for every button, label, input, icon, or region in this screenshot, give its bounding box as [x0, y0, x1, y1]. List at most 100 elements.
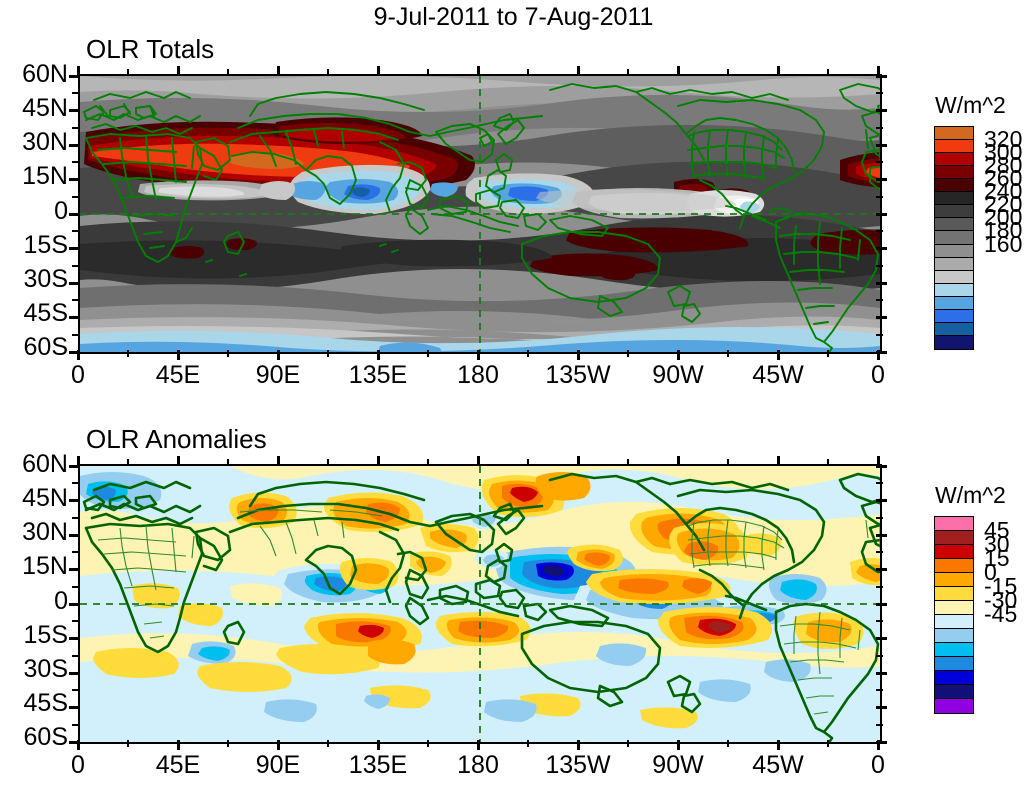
xtick-major: [876, 456, 880, 466]
xtick-minor: [427, 740, 429, 747]
colorbar-tick-label: -30: [984, 587, 1018, 613]
xtick-major: [476, 456, 480, 466]
ytick-minor: [72, 351, 79, 353]
xtick-label-bot-90w: 90W: [652, 751, 704, 779]
ytick-minor: [72, 92, 79, 95]
colorbar-band: [935, 322, 973, 336]
ytick-minor: [72, 620, 79, 623]
ytick-minor: [876, 126, 883, 129]
xtick-major: [376, 350, 380, 360]
xtick-major: [476, 350, 480, 360]
ytick-minor: [876, 706, 883, 709]
panel-title-olr-anomalies: OLR Anomalies: [86, 424, 267, 454]
colorbar-band: [935, 699, 973, 713]
xtick-minor: [827, 69, 829, 76]
colorbar-tick-label: 180: [984, 217, 1023, 244]
xtick-major: [376, 456, 380, 466]
xtick-minor: [427, 69, 429, 76]
ytick-minor: [876, 637, 883, 640]
ytick-label-bot-15s: 15S: [23, 621, 68, 649]
ytick-minor: [72, 568, 79, 571]
colorbar-band: [935, 643, 973, 657]
ytick-minor: [72, 637, 79, 640]
xtick-minor: [627, 740, 629, 747]
xtick-major: [876, 66, 880, 76]
xtick-minor: [327, 350, 329, 357]
colorbar-olr-anomalies: [934, 516, 974, 714]
xtick-label-top-45e: 45E: [155, 361, 201, 389]
ytick-minor: [72, 161, 79, 164]
colorbar-band: [935, 140, 973, 154]
ytick-minor: [876, 689, 883, 692]
ytick-minor: [72, 126, 79, 129]
ytick-minor: [72, 706, 79, 709]
ytick-label-top-45s: 45S: [23, 299, 68, 327]
ytick-minor: [72, 689, 79, 692]
xtick-major: [76, 350, 80, 360]
ytick-label-bot-45n: 45N: [22, 484, 68, 512]
xtick-minor: [227, 69, 229, 76]
xtick-minor: [127, 69, 129, 76]
ytick-major: [876, 464, 887, 468]
colorbar-band: [935, 153, 973, 167]
colorbar-tick-label: 320: [984, 126, 1023, 153]
ytick-minor: [72, 603, 79, 605]
xtick-label-top-360: 0: [871, 361, 885, 389]
colorbar-band: [935, 517, 973, 531]
ytick-minor: [876, 264, 883, 267]
xtick-minor: [227, 459, 229, 466]
colorbar-unit-top: W/m^2: [935, 92, 1006, 118]
xtick-label-bot-360: 0: [871, 751, 885, 779]
colorbar-band: [935, 205, 973, 219]
colorbar-band: [935, 335, 973, 349]
colorbar-tick-label: 15: [984, 545, 1010, 571]
xtick-major: [676, 350, 680, 360]
xtick-minor: [227, 350, 229, 357]
ytick-minor: [72, 333, 79, 336]
ytick-minor: [72, 741, 79, 743]
xtick-major: [576, 740, 580, 750]
ytick-minor: [72, 213, 79, 215]
colorbar-band: [935, 573, 973, 587]
xtick-major: [876, 350, 880, 360]
colorbar-tick-label: 260: [984, 165, 1023, 192]
xtick-major: [76, 456, 80, 466]
ytick-minor: [72, 723, 79, 726]
ytick-minor: [876, 499, 883, 502]
xtick-major: [776, 350, 780, 360]
colorbar-band: [935, 657, 973, 671]
ytick-label-bot-15n: 15N: [22, 552, 68, 580]
xtick-label-bot-135w: 135W: [545, 751, 611, 779]
colorbar-tick-label: 220: [984, 191, 1023, 218]
xtick-label-bot-0e: 0: [71, 751, 85, 779]
colorbar-band: [935, 309, 973, 323]
xtick-minor: [527, 740, 529, 747]
xtick-major: [76, 740, 80, 750]
xtick-minor: [727, 69, 729, 76]
colorbar-band: [935, 559, 973, 573]
colorbar-tick-label: 30: [984, 531, 1010, 557]
ytick-minor: [72, 178, 79, 181]
xtick-minor: [627, 69, 629, 76]
colorbar-tick-label: 200: [984, 204, 1023, 231]
ytick-minor: [876, 213, 883, 215]
colorbar-band: [935, 127, 973, 141]
xtick-major: [176, 740, 180, 750]
colorbar-band: [935, 685, 973, 699]
colorbar-tick-label: -45: [984, 601, 1018, 627]
colorbar-tick-label: 240: [984, 178, 1023, 205]
colorbar-unit-bottom: W/m^2: [935, 482, 1006, 508]
xtick-minor: [827, 350, 829, 357]
ytick-minor: [876, 144, 883, 146]
xtick-label-top-90w: 90W: [652, 361, 704, 389]
ytick-label-top-30s: 30S: [23, 265, 68, 293]
xtick-major: [776, 66, 780, 76]
ytick-minor: [876, 534, 883, 536]
xtick-major: [176, 66, 180, 76]
xtick-label-top-135w: 135W: [545, 361, 611, 389]
xtick-minor: [527, 69, 529, 76]
ytick-minor: [72, 316, 79, 319]
colorbar-band: [935, 629, 973, 643]
colorbar-band: [935, 296, 973, 310]
